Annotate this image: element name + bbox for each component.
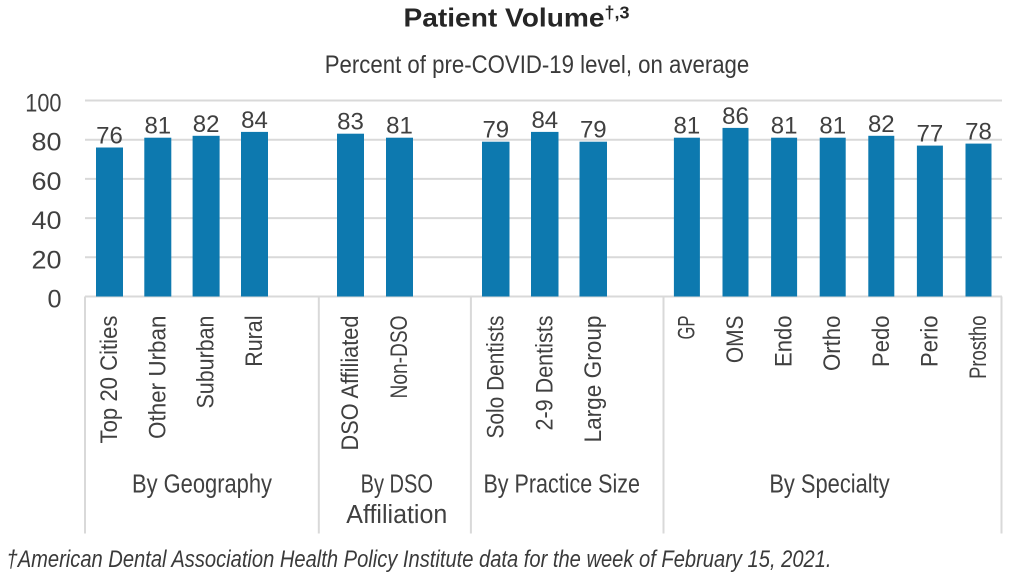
- svg-text:By Specialty: By Specialty: [769, 471, 890, 499]
- svg-text:86: 86: [722, 103, 749, 130]
- svg-text:76: 76: [96, 123, 123, 150]
- svg-text:81: 81: [144, 113, 171, 140]
- svg-text:By Practice Size: By Practice Size: [483, 471, 640, 499]
- svg-text:GP: GP: [673, 316, 700, 340]
- svg-text:Pedo: Pedo: [868, 316, 895, 368]
- svg-text:81: 81: [674, 113, 701, 140]
- svg-text:OMS: OMS: [722, 316, 749, 364]
- svg-text:Suburban: Suburban: [193, 316, 220, 409]
- svg-text:79: 79: [580, 117, 607, 144]
- svg-text:77: 77: [917, 121, 944, 148]
- svg-text:Perio: Perio: [916, 316, 943, 368]
- svg-text:†American Dental Association H: †American Dental Association Health Poli…: [7, 546, 832, 573]
- svg-text:60: 60: [32, 168, 62, 196]
- svg-text:81: 81: [771, 113, 798, 140]
- svg-text:81: 81: [386, 113, 413, 140]
- svg-text:By DSO: By DSO: [361, 471, 433, 499]
- svg-text:84: 84: [531, 107, 558, 134]
- svg-text:Ortho: Ortho: [819, 316, 846, 372]
- svg-text:DSO Affiliated: DSO Affiliated: [337, 316, 364, 451]
- svg-text:Prostho: Prostho: [965, 316, 992, 379]
- svg-text:82: 82: [868, 111, 895, 138]
- svg-text:Affiliation: Affiliation: [346, 501, 447, 529]
- svg-text:78: 78: [965, 119, 992, 146]
- svg-text:80: 80: [32, 129, 62, 157]
- svg-text:Percent of pre-COVID-19 level,: Percent of pre-COVID-19 level, on averag…: [325, 51, 750, 79]
- svg-text:81: 81: [819, 113, 846, 140]
- svg-text:Large Group: Large Group: [580, 316, 607, 443]
- svg-text:79: 79: [482, 117, 509, 144]
- svg-text:100: 100: [25, 90, 61, 118]
- svg-text:Rural: Rural: [241, 316, 268, 367]
- svg-text:Solo Dentists: Solo Dentists: [482, 316, 509, 439]
- svg-text:84: 84: [241, 107, 268, 134]
- svg-text:2-9 Dentists: 2-9 Dentists: [531, 316, 558, 431]
- svg-text:By Geography: By Geography: [132, 471, 272, 499]
- svg-text:20: 20: [32, 246, 62, 274]
- svg-text:Endo: Endo: [771, 316, 798, 368]
- svg-text:40: 40: [32, 207, 62, 235]
- svg-text:Patient Volume†,3: Patient Volume†,3: [404, 3, 630, 33]
- svg-text:82: 82: [193, 111, 220, 138]
- svg-text:Other Urban: Other Urban: [144, 316, 171, 440]
- svg-text:Non-DSO: Non-DSO: [386, 316, 413, 399]
- svg-text:Top 20 Cities: Top 20 Cities: [96, 316, 123, 444]
- svg-text:83: 83: [337, 109, 364, 136]
- svg-text:0: 0: [48, 286, 62, 314]
